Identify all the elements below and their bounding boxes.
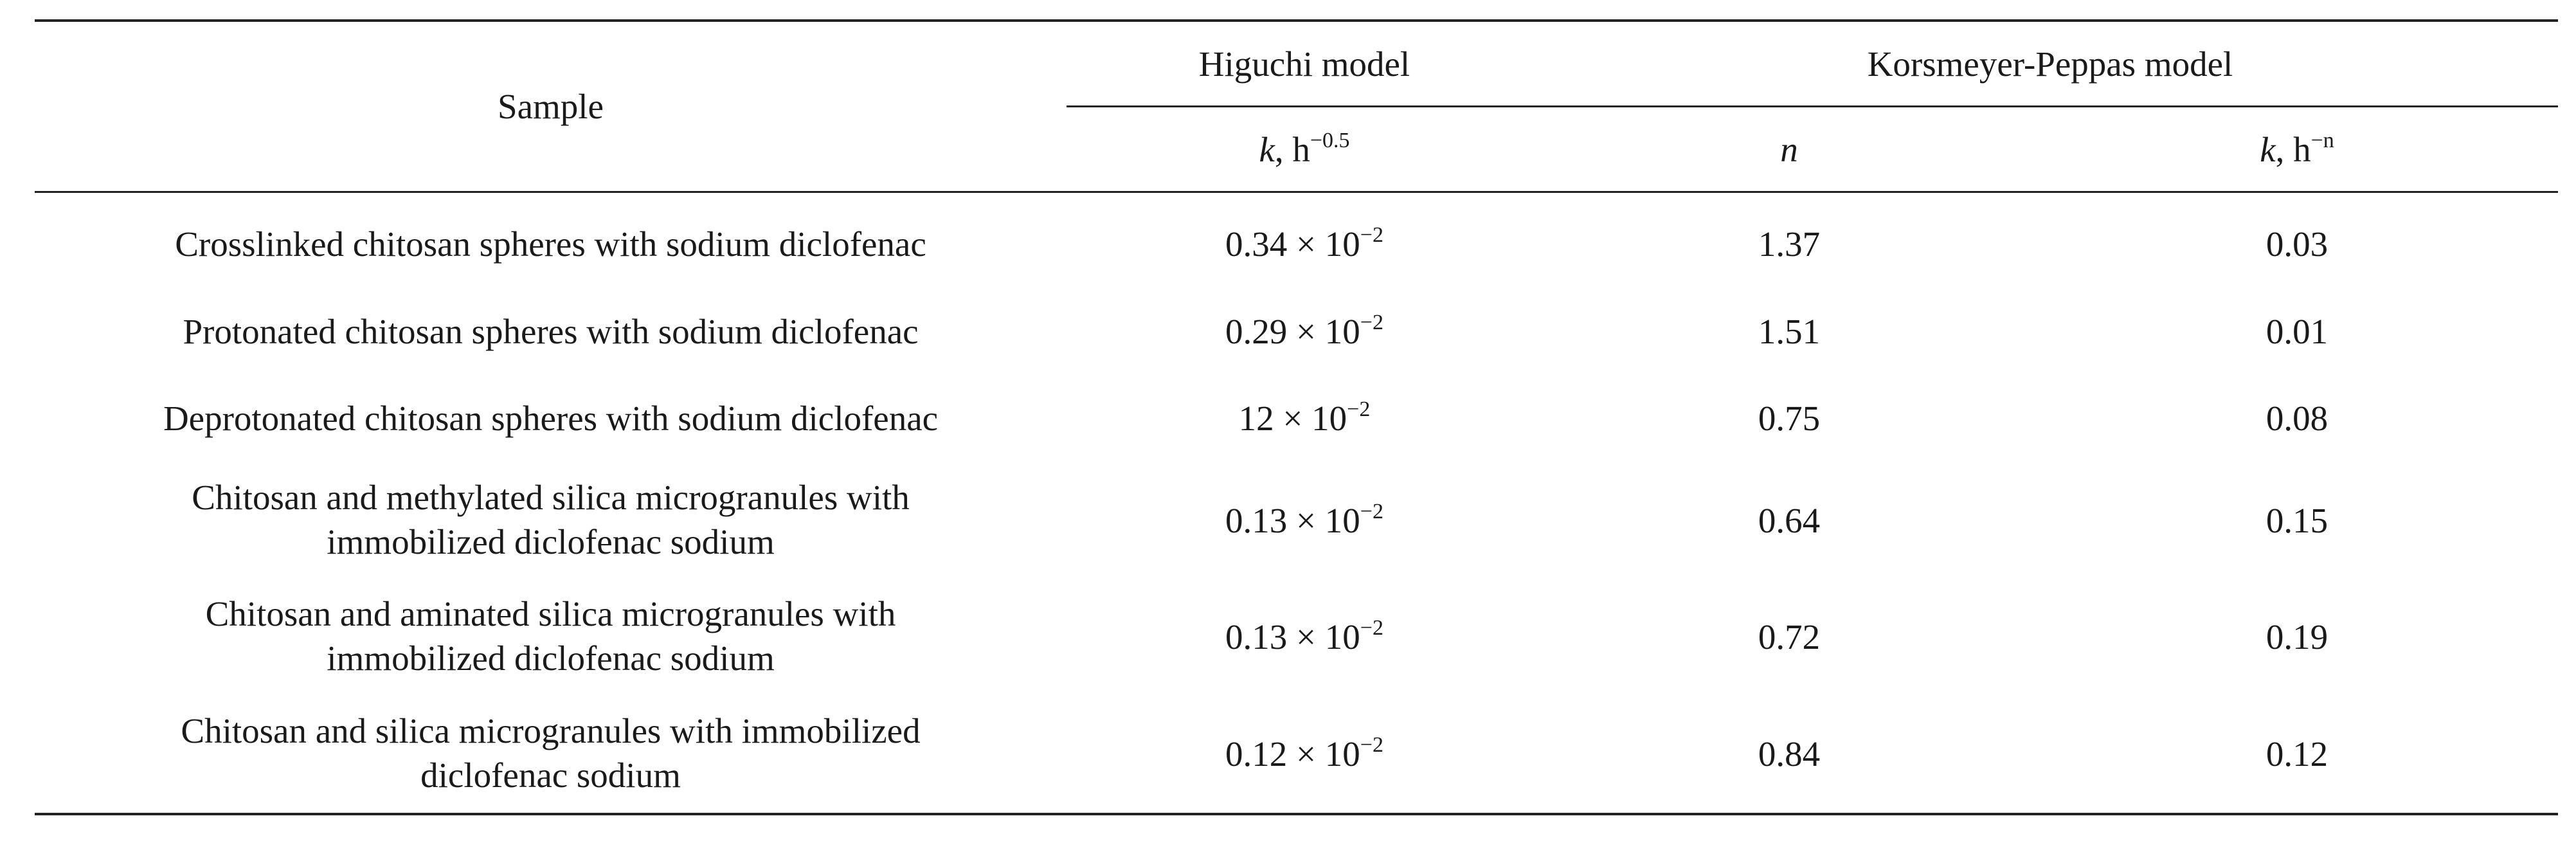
higuchi-k-exponent: −2 [1360,499,1383,523]
header-sample: Sample [35,19,1067,193]
kp-k-cell: 0.03 [2036,192,2558,289]
kp-k-value: 0.15 [2265,500,2328,540]
kp-k-value: 0.19 [2265,617,2328,657]
sample-cell: Crosslinked chitosan spheres with sodium… [35,192,1067,289]
kp-n-value: 1.51 [1758,312,1821,351]
sample-text-line-1: Chitosan and silica microgranules with i… [181,711,921,751]
header-kp-k-symbol: k [2260,129,2276,169]
kp-n-value: 0.75 [1758,399,1821,438]
kp-k-cell: 0.12 [2036,694,2558,815]
header-kp-k: k, h−n [2036,106,2558,193]
kp-n-value: 0.84 [1758,734,1821,774]
sample-text-line-2: diclofenac sodium [420,756,681,795]
sample-text-line-2: immobilized diclofenac sodium [327,639,775,678]
release-kinetics-table: Sample Higuchi model Korsmeyer-Peppas mo… [35,19,2558,815]
header-kp-k-unit: , h [2275,129,2311,169]
kp-k-value: 0.12 [2265,734,2328,774]
header-higuchi-k-symbol: k [1259,129,1275,169]
sample-cell: Protonated chitosan spheres with sodium … [35,288,1067,375]
higuchi-k-exponent: −2 [1347,397,1371,421]
kp-n-value: 0.64 [1758,500,1821,540]
data-table-container: Sample Higuchi model Korsmeyer-Peppas mo… [35,19,2558,815]
higuchi-k-exponent: −2 [1360,222,1383,247]
table-row: Chitosan and aminated silica microgranul… [35,579,2558,694]
higuchi-k-exponent: −2 [1360,732,1383,757]
higuchi-k-cell: 0.34 × 10−2 [1067,192,1542,289]
table-row: Chitosan and methylated silica microgran… [35,462,2558,579]
header-higuchi-k-exponent: −0.5 [1310,128,1350,152]
higuchi-k-cell: 0.13 × 10−2 [1067,579,1542,694]
sample-cell: Chitosan and silica microgranules with i… [35,694,1067,815]
kp-n-value: 0.72 [1758,617,1821,657]
kp-n-cell: 0.64 [1542,462,2036,579]
header-row-params: k, h−0.5 n k, h−n [35,106,2558,193]
header-sample-label: Sample [498,87,604,126]
header-higuchi-k-unit: , h [1274,129,1310,169]
kp-k-cell: 0.08 [2036,375,2558,462]
header-kp-label: Korsmeyer-Peppas model [1867,44,2233,84]
kp-k-cell: 0.19 [2036,579,2558,694]
table-row: Chitosan and silica microgranules with i… [35,694,2558,815]
header-higuchi-group: Higuchi model [1067,19,1542,107]
header-kp-k-exponent: −n [2310,128,2334,152]
higuchi-k-cell: 0.13 × 10−2 [1067,462,1542,579]
sample-text: Crosslinked chitosan spheres with sodium… [175,224,926,264]
table-row: Protonated chitosan spheres with sodium … [35,288,2558,375]
kp-k-cell: 0.01 [2036,288,2558,375]
higuchi-k-cell: 0.29 × 10−2 [1067,288,1542,375]
higuchi-k-mantissa: 0.13 × 10 [1225,500,1360,540]
kp-k-value: 0.08 [2265,399,2328,438]
kp-n-cell: 0.84 [1542,694,2036,815]
kp-n-cell: 1.37 [1542,192,2036,289]
higuchi-k-mantissa: 0.13 × 10 [1225,617,1360,657]
kp-n-value: 1.37 [1758,224,1821,264]
kp-k-value: 0.01 [2265,312,2328,351]
sample-cell: Chitosan and methylated silica microgran… [35,462,1067,579]
higuchi-k-exponent: −2 [1360,311,1383,334]
header-higuchi-k: k, h−0.5 [1067,106,1542,193]
kp-k-cell: 0.15 [2036,462,2558,579]
table-row: Deprotonated chitosan spheres with sodiu… [35,375,2558,462]
higuchi-k-cell: 0.12 × 10−2 [1067,694,1542,815]
kp-k-value: 0.03 [2265,224,2328,264]
higuchi-k-mantissa: 0.29 × 10 [1225,312,1360,351]
sample-text: Protonated chitosan spheres with sodium … [183,312,919,351]
higuchi-k-mantissa: 0.12 × 10 [1225,734,1360,774]
higuchi-k-mantissa: 12 × 10 [1238,399,1347,438]
sample-text-line-1: Chitosan and methylated silica microgran… [192,478,910,518]
header-row-groups: Sample Higuchi model Korsmeyer-Peppas mo… [35,19,2558,193]
sample-cell: Chitosan and aminated silica microgranul… [35,579,1067,694]
sample-text: Deprotonated chitosan spheres with sodiu… [163,399,939,438]
higuchi-k-cell: 12 × 10−2 [1067,375,1542,462]
sample-text-line-1: Chitosan and aminated silica microgranul… [205,594,896,634]
sample-text-line-2: immobilized diclofenac sodium [327,522,775,561]
header-higuchi-label: Higuchi model [1198,44,1410,84]
kp-n-cell: 0.75 [1542,375,2036,462]
higuchi-k-exponent: −2 [1360,615,1383,640]
header-kp-n: n [1542,106,2036,193]
kp-n-cell: 0.72 [1542,579,2036,694]
sample-cell: Deprotonated chitosan spheres with sodiu… [35,375,1067,462]
kp-n-cell: 1.51 [1542,288,2036,375]
header-kp-n-symbol: n [1780,129,1798,169]
higuchi-k-mantissa: 0.34 × 10 [1225,224,1360,264]
table-row: Crosslinked chitosan spheres with sodium… [35,192,2558,289]
header-kp-group: Korsmeyer-Peppas model [1542,19,2558,107]
